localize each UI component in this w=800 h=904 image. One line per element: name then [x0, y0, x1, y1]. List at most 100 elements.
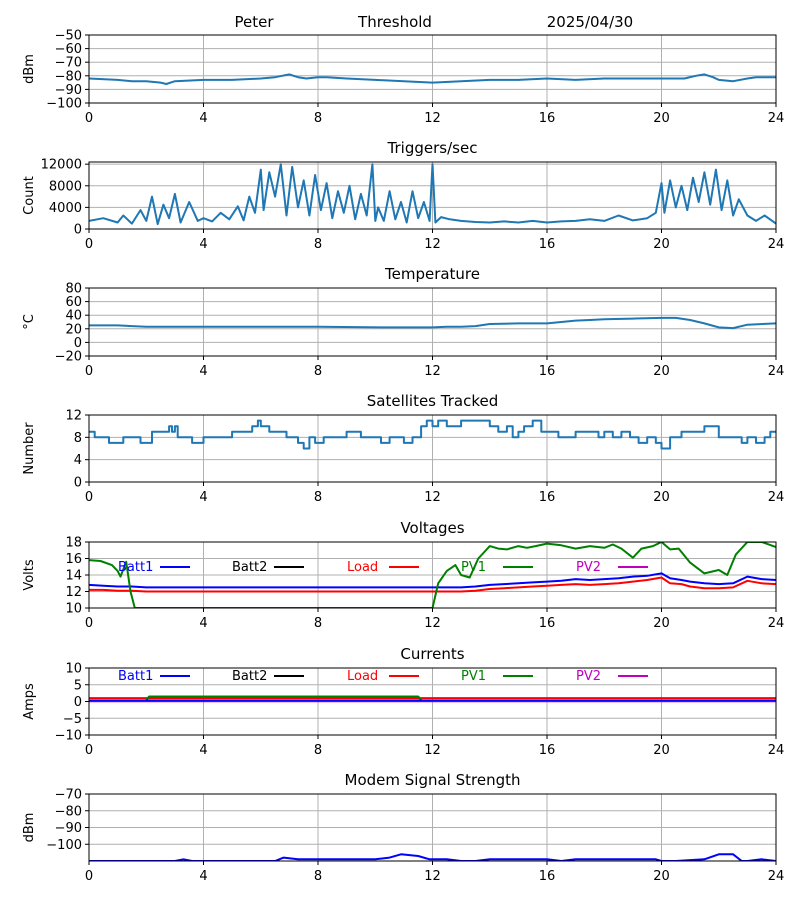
triggers-xtick-label: 4 — [199, 237, 207, 252]
satellites-series-line — [89, 419, 776, 450]
modem-xtick-label: 24 — [768, 869, 785, 884]
voltages-axes-frame — [88, 541, 777, 609]
voltages-ytick-label: 18 — [65, 536, 82, 551]
currents-xtick-label: 8 — [314, 743, 322, 758]
currents-xtick-label: 24 — [768, 743, 785, 758]
triggers-ytick-label: 0 — [74, 223, 82, 238]
voltages-legend-label: Batt1 — [118, 560, 153, 575]
currents-legend-label: Load — [347, 669, 378, 684]
triggers-ylabel: Count — [22, 176, 37, 215]
voltages-legend-label: Load — [347, 560, 378, 575]
currents-legend-label: PV2 — [576, 669, 601, 684]
currents-legend-label: Batt2 — [232, 669, 267, 684]
voltages-title: Voltages — [400, 519, 464, 537]
currents-xtick-label: 16 — [539, 743, 556, 758]
signal-xtick-label: 8 — [314, 111, 322, 126]
voltages-xtick-label: 0 — [85, 616, 93, 631]
voltages-ytick-label: 16 — [65, 552, 82, 567]
signal-ytick-label: −80 — [55, 69, 82, 84]
triggers-panel: 0 4 8 12 16 20 24 0 4000 8000 12000 Triggers/sec Cou… — [22, 139, 784, 252]
satellites-title: Satellites Tracked — [367, 392, 498, 410]
voltages-ytick-label: 10 — [65, 602, 82, 617]
satellites-ytick-label: 0 — [74, 476, 82, 491]
triggers-axes-frame — [88, 161, 777, 230]
triggers-title: Triggers/sec — [387, 139, 478, 157]
triggers-xtick-label: 20 — [653, 237, 670, 252]
satellites-xtick-label: 24 — [768, 490, 785, 505]
temperature-xtick-label: 8 — [314, 364, 322, 379]
signal-xtick-label: 4 — [199, 111, 207, 126]
signal-series-line — [89, 73, 776, 85]
triggers-xtick-label: 24 — [768, 237, 785, 252]
satellites-xtick-label: 8 — [314, 490, 322, 505]
satellites-xtick-label: 16 — [539, 490, 556, 505]
voltages-ylabel: Volts — [22, 559, 37, 591]
signal-xtick-label: 20 — [653, 111, 670, 126]
satellites-xtick-label: 12 — [424, 490, 441, 505]
figure-header: Peter Threshold 2025/04/30 — [234, 13, 633, 31]
signal-panel: 0 4 8 12 16 20 24 −100−90−80−70−60−50 dBm — [22, 29, 784, 127]
temperature-ytick-label: 60 — [65, 295, 82, 310]
temperature-ytick-label: 80 — [65, 282, 82, 297]
voltages-xtick-label: 8 — [314, 616, 322, 631]
currents-ytick-label: 10 — [65, 662, 82, 677]
modem-ytick-label: −80 — [55, 804, 82, 819]
satellites-ytick-label: 8 — [74, 431, 82, 446]
temperature-ytick-label: 0 — [74, 336, 82, 351]
temperature-series-line — [89, 316, 776, 330]
satellites-xtick-label: 20 — [653, 490, 670, 505]
currents-ytick-label: −10 — [55, 729, 82, 744]
satellites-ytick-label: 4 — [74, 453, 82, 468]
temperature-ytick-label: 20 — [65, 322, 82, 337]
currents-ylabel: Amps — [22, 683, 37, 720]
modem-xtick-label: 20 — [653, 869, 670, 884]
satellites-panel: 0 4 8 12 16 20 24 0 4 8 12 Satellites Tracked Number — [22, 392, 784, 505]
modem-xtick-label: 0 — [85, 869, 93, 884]
voltages-xtick-label: 24 — [768, 616, 785, 631]
modem-xtick-label: 8 — [314, 869, 322, 884]
temperature-axes-frame — [88, 287, 777, 357]
triggers-xtick-label: 16 — [539, 237, 556, 252]
temperature-xtick-label: 4 — [199, 364, 207, 379]
voltages-ytick-label: 12 — [65, 585, 82, 600]
temperature-ytick-label: −20 — [55, 350, 82, 365]
satellites-ylabel: Number — [22, 422, 37, 475]
temperature-ytick-label: 40 — [65, 309, 82, 324]
signal-xtick-label: 12 — [424, 111, 441, 126]
satellites-xtick-label: 0 — [85, 490, 93, 505]
currents-ytick-label: −5 — [63, 712, 82, 727]
currents-series-line — [145, 695, 422, 701]
temperature-xtick-label: 24 — [768, 364, 785, 379]
currents-ytick-label: 5 — [74, 678, 82, 693]
temperature-ylabel: °C — [22, 314, 37, 330]
modem-xtick-label: 16 — [539, 869, 556, 884]
modem-series-line — [89, 853, 776, 861]
currents-xtick-label: 12 — [424, 743, 441, 758]
signal-ytick-label: −60 — [55, 42, 82, 57]
voltages-series-line — [89, 542, 776, 608]
signal-xtick-label: 16 — [539, 111, 556, 126]
signal-ylabel: dBm — [22, 54, 37, 84]
modem-panel: 0 4 8 12 16 20 24 −100 −90 −80−70 Modem Signal Str… — [22, 771, 784, 884]
voltages-series-line — [89, 572, 776, 589]
triggers-series-line — [89, 163, 776, 226]
currents-legend-label: PV1 — [461, 669, 486, 684]
modem-xtick-label: 4 — [199, 869, 207, 884]
voltages-xtick-label: 20 — [653, 616, 670, 631]
modem-ytick-label: −100 — [46, 838, 82, 853]
currents-xtick-label: 0 — [85, 743, 93, 758]
temperature-xtick-label: 20 — [653, 364, 670, 379]
signal-ytick-label: −70 — [55, 56, 82, 71]
temperature-title: Temperature — [384, 265, 480, 283]
satellites-axes-frame — [88, 414, 777, 483]
voltages-legend-label: PV2 — [576, 560, 601, 575]
currents-xtick-label: 4 — [199, 743, 207, 758]
satellites-ytick-label: 12 — [65, 409, 82, 424]
triggers-xtick-label: 12 — [424, 237, 441, 252]
modem-axes-frame — [88, 793, 777, 862]
modem-ytick-label: −70 — [55, 788, 82, 803]
temperature-xtick-label: 12 — [424, 364, 441, 379]
modem-title: Modem Signal Strength — [345, 771, 521, 789]
